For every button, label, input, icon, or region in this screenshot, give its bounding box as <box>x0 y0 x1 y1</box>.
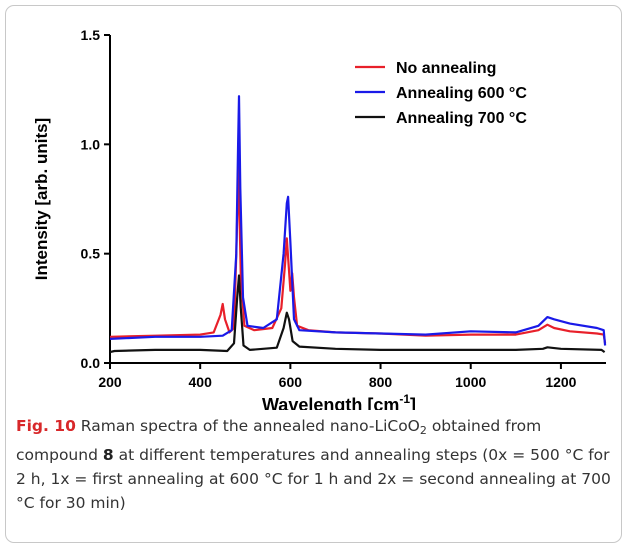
legend-label-0: No annealing <box>396 60 496 77</box>
figure-caption: Fig. 10 Raman spectra of the annealed na… <box>16 414 612 515</box>
x-tick-label-4: 1000 <box>455 374 486 390</box>
series-line-0 <box>109 165 607 344</box>
x-axis-label: Wavelength [cm-1] <box>262 392 416 410</box>
x-tick-label-1: 400 <box>189 374 213 390</box>
legend-label-1: Annealing 600 °C <box>396 85 527 102</box>
y-tick-label-3: 1.5 <box>81 27 101 43</box>
raman-chart: 0.0 0.5 1.0 1.5 200 400 600 800 1000 1200 Intensit… <box>32 27 607 410</box>
caption-compound-number: 8 <box>102 446 114 464</box>
caption-subscript: 2 <box>419 424 427 437</box>
series-line-2 <box>109 274 606 354</box>
figure-frame <box>5 5 622 543</box>
x-tick-label-5: 1200 <box>545 374 576 390</box>
y-tick-label-1: 0.5 <box>81 246 101 262</box>
y-axis-label: Intensity [arb. units] <box>32 118 51 280</box>
x-tick-label-3: 800 <box>369 374 393 390</box>
legend-label-2: Annealing 700 °C <box>396 110 527 127</box>
caption-text-1: Raman spectra of the annealed nano-LiCoO <box>75 417 420 435</box>
y-tick-label-2: 1.0 <box>81 136 101 152</box>
y-tick-label-0: 0.0 <box>81 355 101 371</box>
x-tick-label-0: 200 <box>98 374 122 390</box>
caption-text-2: obtained from compound <box>16 417 542 464</box>
x-axis-label-close: ] <box>410 395 416 410</box>
x-axis-label-superscript: -1 <box>399 392 410 406</box>
x-tick-label-2: 600 <box>279 374 303 390</box>
caption-text-3: at different temperatures and annealing … <box>16 446 611 512</box>
series-line-1 <box>109 95 607 346</box>
caption-fig-label: Fig. 10 <box>16 417 76 435</box>
